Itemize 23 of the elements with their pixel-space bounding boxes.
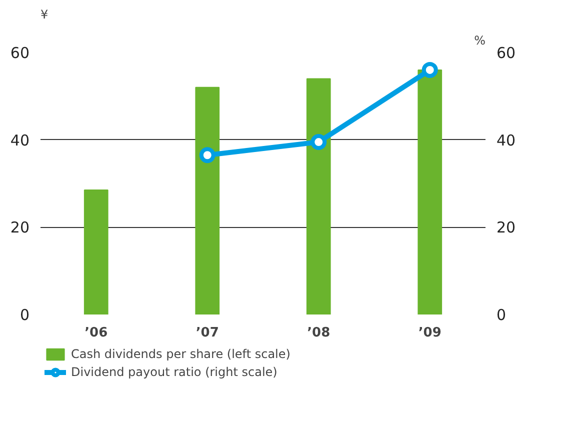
point: [422, 62, 438, 78]
y2-tick-label: 20: [496, 218, 516, 237]
y2-tick-label: 40: [496, 131, 516, 150]
bar: [195, 86, 220, 314]
y-axis-title: ¥: [40, 8, 48, 22]
x-tick-label: ’06: [84, 326, 108, 340]
y-tick-label: 60: [10, 44, 30, 62]
bar: [306, 78, 331, 314]
y2-tick-label: 60: [496, 44, 516, 62]
point: [199, 147, 216, 164]
y2-tick-label: 0: [496, 306, 506, 324]
y-tick-label: 0: [20, 306, 30, 324]
bar: [418, 69, 442, 314]
y-tick-label: 40: [10, 131, 30, 150]
legend-label: Dividend payout ratio (right scale): [71, 365, 278, 379]
bar: [84, 190, 108, 314]
y2-axis-title: %: [474, 34, 486, 48]
x-tick-label: ’07: [196, 326, 219, 340]
x-tick-label: ’09: [418, 326, 442, 340]
point: [310, 134, 327, 150]
x-tick-label: ’08: [307, 326, 330, 340]
legend-label: Cash dividends per share (left scale): [71, 347, 290, 361]
y-tick-label: 20: [10, 218, 30, 237]
